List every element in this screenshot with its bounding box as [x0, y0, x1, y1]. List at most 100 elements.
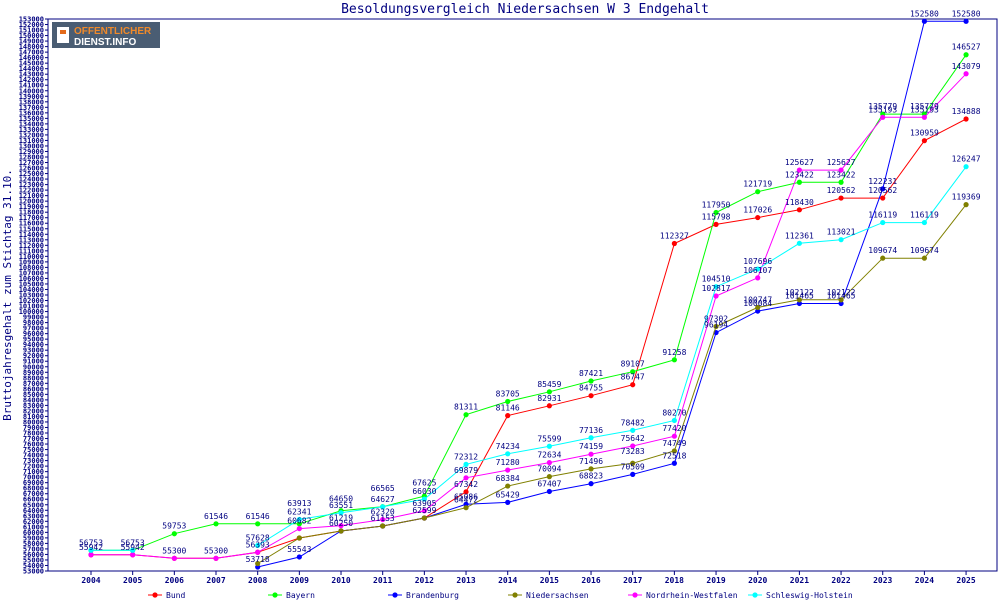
y-tick-label: 72000: [23, 463, 44, 471]
series-line-bund: [91, 118, 967, 559]
data-point-bayern: [463, 412, 469, 418]
data-label: 117950: [702, 200, 731, 209]
data-label: 64650: [329, 495, 353, 504]
x-tick-label: 2020: [748, 576, 767, 585]
data-label: 135193: [868, 105, 897, 114]
y-tick-label: 59000: [23, 534, 44, 542]
data-label: 101465: [785, 291, 814, 300]
x-tick-label: 2016: [581, 576, 600, 585]
data-label: 57628: [246, 533, 270, 542]
data-point-schleswig-holstein: [255, 542, 261, 549]
y-tick-label: 136000: [19, 109, 44, 117]
series-line-schleswig-holstein: [257, 166, 967, 546]
data-label: 60682: [287, 517, 311, 526]
y-tick-label: 85000: [23, 391, 44, 399]
data-label: 81146: [496, 404, 520, 413]
data-point-nordrhein-westfalen: [755, 275, 761, 281]
data-label: 62320: [371, 508, 395, 517]
data-point-nordrhein-westfalen: [171, 555, 177, 561]
y-tick-label: 100000: [19, 308, 44, 316]
data-label: 63551: [329, 501, 353, 510]
y-tick-label: 76000: [23, 441, 44, 449]
data-label: 75642: [621, 434, 645, 443]
data-point-brandenburg: [671, 460, 677, 466]
y-tick-label: 93000: [23, 347, 44, 355]
data-label: 78482: [621, 418, 645, 427]
data-point-niedersachsen: [796, 297, 802, 303]
x-tick-label: 2017: [623, 576, 642, 585]
data-point-schleswig-holstein: [546, 443, 552, 449]
data-point-nordrhein-westfalen: [421, 508, 427, 514]
data-label: 77136: [579, 426, 603, 435]
x-tick-label: 2014: [498, 576, 517, 585]
y-tick-label: 113000: [19, 236, 44, 244]
y-tick-label: 114000: [19, 231, 44, 239]
y-tick-label: 81000: [23, 413, 44, 421]
x-tick-label: 2013: [456, 576, 475, 585]
x-tick-label: 2007: [206, 576, 225, 585]
x-tick-label: 2018: [665, 576, 684, 585]
y-tick-label: 97000: [23, 325, 44, 333]
y-tick-label: 101000: [19, 303, 44, 311]
data-point-niedersachsen: [755, 304, 761, 311]
data-label: 72634: [537, 451, 561, 460]
x-tick-label: 2012: [415, 576, 434, 585]
data-label: 62341: [287, 507, 311, 516]
data-point-schleswig-holstein: [88, 547, 94, 553]
data-point-bund: [713, 221, 719, 227]
data-label: 135779: [910, 102, 939, 111]
legend-marker-bayern: [272, 592, 278, 598]
y-tick-label: 150000: [19, 32, 44, 40]
data-label: 75599: [537, 434, 561, 443]
data-point-nordrhein-westfalen: [255, 549, 261, 555]
data-point-niedersachsen: [463, 505, 469, 511]
y-tick-label: 143000: [19, 71, 44, 79]
data-label: 73283: [621, 447, 645, 456]
y-tick-label: 108000: [19, 264, 44, 272]
y-tick-label: 130000: [19, 142, 44, 150]
y-tick-label: 57000: [23, 545, 44, 553]
data-label: 96194: [704, 321, 728, 330]
data-label: 59753: [162, 522, 186, 531]
y-tick-label: 107000: [19, 269, 44, 277]
data-label: 61153: [371, 514, 395, 523]
data-point-bayern: [296, 521, 302, 527]
data-label: 109674: [910, 246, 939, 255]
data-point-nordrhein-westfalen: [213, 555, 219, 561]
y-tick-label: 104000: [19, 286, 44, 294]
data-point-schleswig-holstein: [588, 435, 594, 441]
data-point-brandenburg: [588, 481, 594, 487]
y-tick-label: 106000: [19, 275, 44, 283]
y-tick-label: 67000: [23, 490, 44, 498]
y-tick-label: 123000: [19, 181, 44, 189]
data-point-bayern: [171, 531, 177, 537]
y-tick-label: 95000: [23, 336, 44, 344]
y-tick-label: 115000: [19, 225, 44, 233]
y-tick-label: 141000: [19, 82, 44, 90]
y-tick-label: 66000: [23, 496, 44, 504]
data-point-nordrhein-westfalen: [796, 167, 802, 173]
data-point-nordrhein-westfalen: [338, 523, 344, 529]
y-tick-label: 146000: [19, 54, 44, 62]
y-tick-label: 142000: [19, 76, 44, 84]
y-tick-label: 149000: [19, 38, 44, 46]
y-tick-label: 73000: [23, 457, 44, 465]
data-point-schleswig-holstein: [671, 417, 677, 424]
y-tick-label: 118000: [19, 209, 44, 217]
data-point-niedersachsen: [296, 535, 302, 541]
legend-label-schleswig-holstein: Schleswig-Holstein: [766, 591, 853, 600]
data-label: 152580: [952, 9, 981, 18]
data-point-bund: [671, 240, 677, 247]
y-tick-label: 75000: [23, 446, 44, 454]
data-point-nordrhein-westfalen: [880, 114, 886, 120]
legend-marker-schleswig-holstein: [752, 592, 758, 598]
data-point-brandenburg: [296, 554, 302, 560]
y-tick-label: 134000: [19, 120, 44, 128]
legend: Bund Bayern Brandenburg Niedersachsen Nordrh…: [148, 591, 853, 600]
y-tick-label: 135000: [19, 115, 44, 123]
y-tick-label: 99000: [23, 314, 44, 322]
y-tick-label: 79000: [23, 424, 44, 432]
y-tick-label: 138000: [19, 98, 44, 106]
data-label: 89107: [621, 360, 645, 369]
x-tick-label: 2010: [331, 576, 350, 585]
